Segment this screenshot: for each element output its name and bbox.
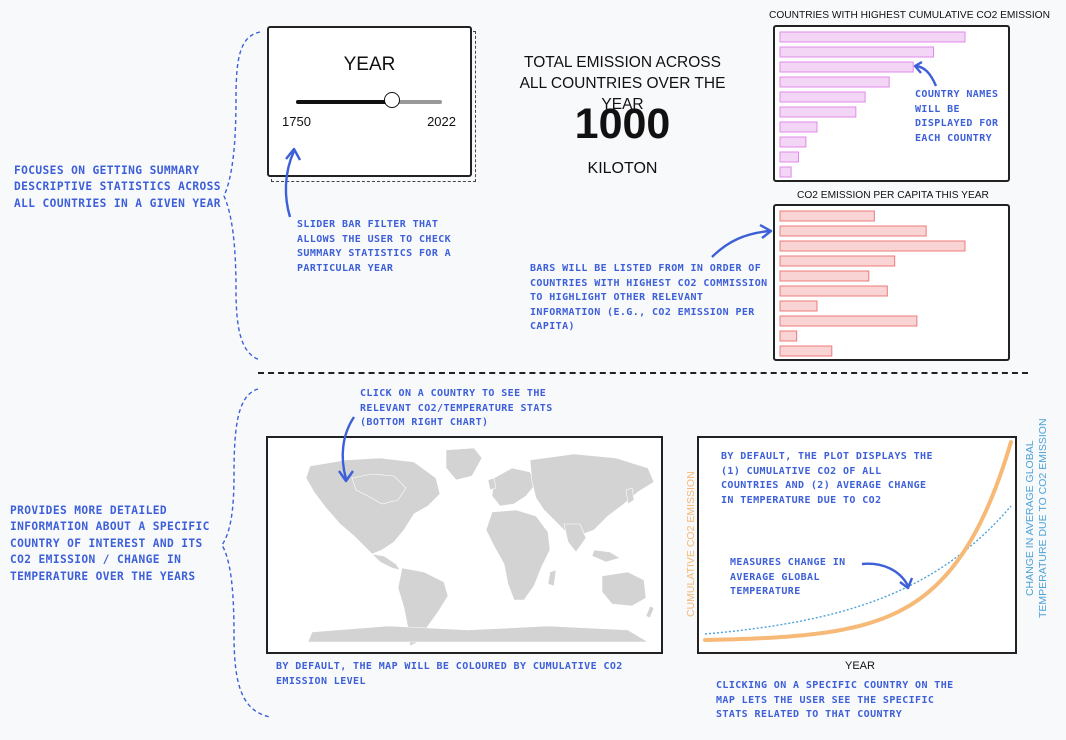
top-countries-bar-6[interactable]: [779, 106, 857, 118]
per-capita-bar-6[interactable]: [779, 285, 888, 297]
click-country-arrow: [338, 416, 355, 483]
line-chart-ylabel-right-line2: TEMPERATURE DUE TO CO2 EMISSION: [1037, 418, 1049, 618]
country-names-arrow: [913, 60, 938, 87]
year-slider-title: YEAR: [343, 54, 396, 75]
per-capita-chart-title: CO2 EMISSION PER CAPITA THIS YEAR: [797, 190, 989, 201]
map-default-note: BY DEFAULT, THE MAP WILL BE COLOURED BY …: [276, 661, 623, 687]
per-capita-bar-2[interactable]: [779, 225, 927, 237]
per-capita-bars: [779, 210, 966, 357]
top-countries-bar-7[interactable]: [779, 121, 818, 133]
top-countries-bar-5[interactable]: [779, 91, 866, 103]
world-map[interactable]: [268, 438, 661, 652]
click-country-note: CLICK ON A COUNTRY TO SEE THE RELEVANT C…: [360, 388, 553, 429]
per-capita-bar-7[interactable]: [779, 300, 818, 312]
measures-note: MEASURES CHANGE IN AVERAGE GLOBAL TEMPER…: [730, 557, 846, 598]
measures-arrow: [861, 562, 914, 590]
per-capita-bar-5[interactable]: [779, 270, 870, 282]
line-chart-panel: [697, 436, 1017, 654]
per-capita-bar-4[interactable]: [779, 255, 896, 267]
per-capita-bar-1[interactable]: [779, 210, 875, 222]
per-capita-bar-9[interactable]: [779, 330, 798, 342]
year-slider-handle[interactable]: [384, 92, 401, 108]
total-emission-title: TOTAL EMISSION ACROSS ALL COUNTRIES OVER…: [519, 54, 726, 113]
line-chart[interactable]: [699, 438, 1015, 652]
line-chart-ylabel-right: CHANGE IN AVERAGE GLOBAL TEMPERATURE DUE…: [1024, 418, 1050, 618]
top-countries-bar-2[interactable]: [779, 46, 935, 58]
year-slider-max-label: 2022: [427, 114, 456, 129]
section-divider: [258, 372, 1028, 374]
top-countries-bars: [779, 31, 966, 178]
total-emission-value: 1000: [574, 100, 671, 148]
year-slider-card: YEAR 1750 2022: [267, 26, 472, 177]
line-chart-ylabel-right-line1: CHANGE IN AVERAGE GLOBAL: [1024, 440, 1036, 597]
country-names-note: COUNTRY NAMES WILL BE DISPLAYED FOR EACH…: [915, 89, 999, 144]
total-emission-unit: KILOTON: [587, 160, 658, 177]
top-countries-chart-title: COUNTRIES WITH HIGHEST CUMULATIVE CO2 EM…: [769, 10, 1050, 21]
slider-note-arrow: [284, 147, 302, 218]
slider-note: SLIDER BAR FILTER THAT ALLOWS THE USER T…: [297, 219, 452, 274]
top-countries-bar-8[interactable]: [779, 136, 807, 148]
top-countries-bar-1[interactable]: [779, 31, 966, 43]
top-countries-bar-10[interactable]: [779, 166, 792, 178]
per-capita-chart: [773, 204, 1010, 361]
top-countries-bar-9[interactable]: [779, 151, 799, 163]
top-countries-bar-3[interactable]: [779, 61, 914, 73]
per-capita-bar-8[interactable]: [779, 315, 918, 327]
line-chart-xlabel: YEAR: [845, 660, 875, 672]
year-slider-track[interactable]: [296, 92, 442, 108]
year-slider-fill: [296, 100, 393, 104]
bottom-section-brace: [221, 388, 271, 718]
clicking-note: CLICKING ON A SPECIFIC COUNTRY ON THE MA…: [716, 680, 954, 721]
top-section-brace: [223, 31, 261, 361]
per-capita-bar-10[interactable]: [779, 345, 833, 357]
line-chart-ylabel-left: CUMULATIVE CO2 EMISSION: [685, 471, 697, 617]
top-countries-chart: [773, 25, 1010, 182]
plot-default-note: BY DEFAULT, THE PLOT DISPLAYS THE (1) CU…: [721, 451, 933, 506]
world-map-panel: [266, 436, 663, 654]
top-section-note: FOCUSES ON GETTING SUMMARY DESCRIPTIVE S…: [14, 164, 221, 210]
year-slider-min-label: 1750: [282, 114, 311, 129]
top-countries-bar-4[interactable]: [779, 76, 890, 88]
bottom-section-note: PROVIDES MORE DETAILED INFORMATION ABOUT…: [10, 504, 210, 583]
bars-note-arrow: [711, 223, 773, 258]
bars-order-note: BARS WILL BE LISTED FROM IN ORDER OF COU…: [530, 263, 768, 333]
cumulative-co2-line: [703, 440, 1013, 642]
per-capita-bar-3[interactable]: [779, 240, 966, 252]
